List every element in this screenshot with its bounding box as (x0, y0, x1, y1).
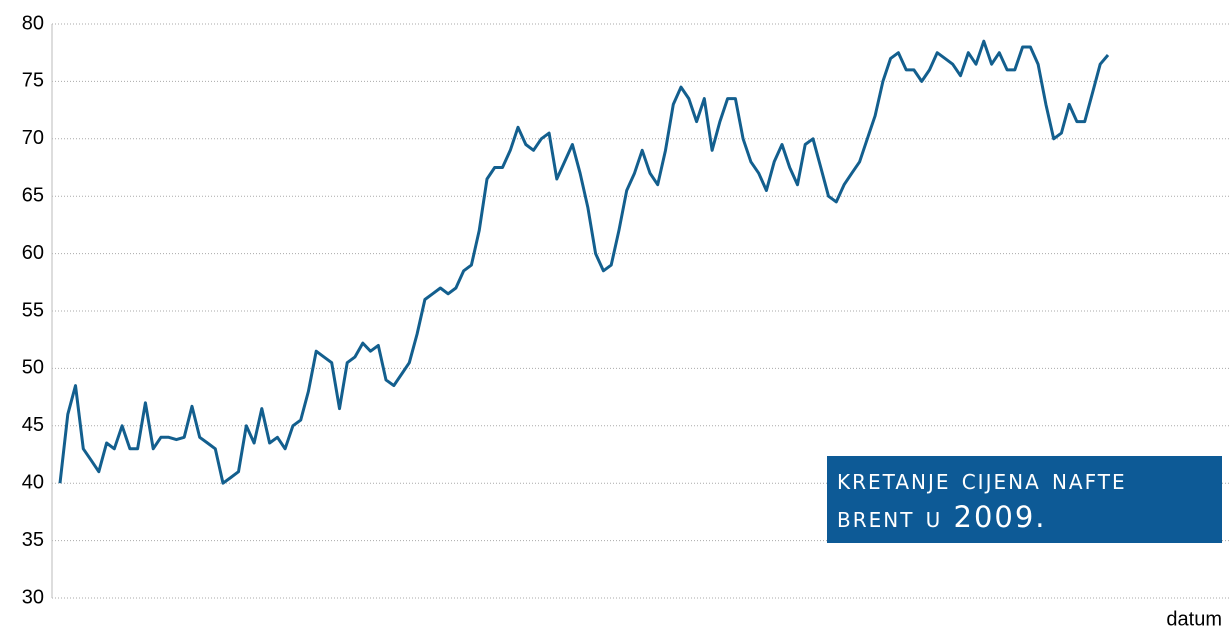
y-tick-label: 80 (22, 12, 44, 34)
y-tick-label: 40 (22, 471, 44, 493)
y-tick-label: 45 (22, 414, 44, 436)
y-tick-label: 65 (22, 184, 44, 206)
data-line (58, 39, 1110, 485)
y-tick-label: 75 (22, 70, 44, 92)
chart-title: kretanje cijena nafte brent u 2009. (827, 456, 1222, 543)
x-axis-label: datum (1166, 608, 1222, 630)
y-tick-label: 70 (22, 127, 44, 149)
y-tick-label: 35 (22, 529, 44, 551)
y-tick-label: 55 (22, 299, 44, 321)
y-tick-label: 60 (22, 242, 44, 264)
y-tick-label: 50 (22, 357, 44, 379)
y-tick-label: 30 (22, 586, 44, 608)
